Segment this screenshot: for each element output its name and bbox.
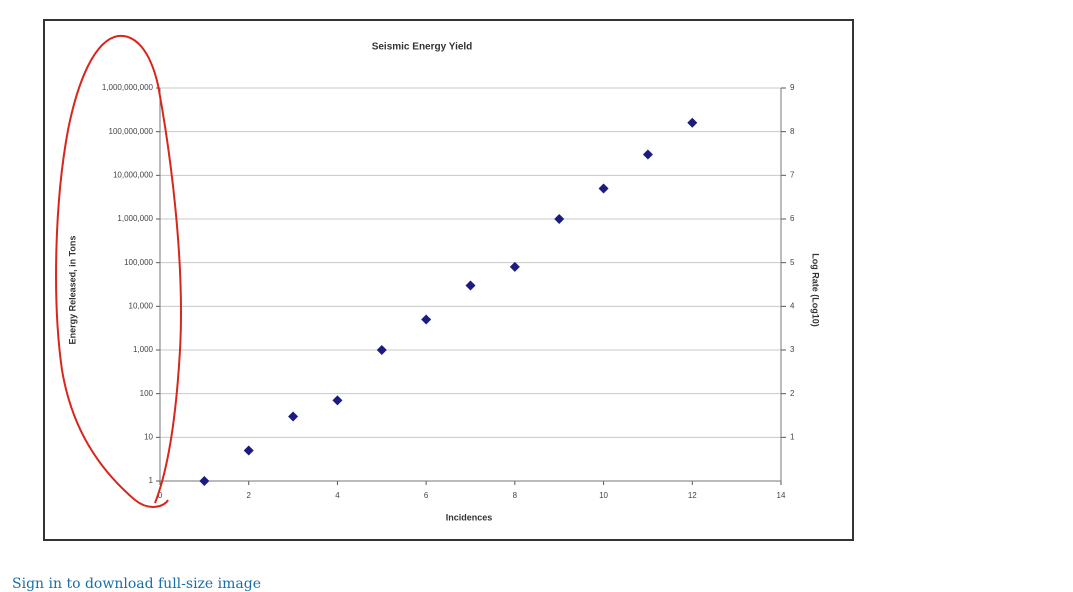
y-tick-label: 100 bbox=[140, 389, 154, 398]
point bbox=[243, 445, 254, 456]
y2-tick-label: 7 bbox=[790, 170, 795, 179]
y2-axis-title: Log Rate (Log10) bbox=[811, 253, 821, 327]
chart-frame bbox=[43, 19, 854, 541]
x-tick-label: 2 bbox=[246, 491, 251, 500]
point bbox=[376, 345, 387, 355]
x-tick-label: 4 bbox=[335, 491, 340, 500]
y2-tick-label: 2 bbox=[790, 389, 795, 398]
y-tick-label: 10,000,000 bbox=[113, 170, 154, 179]
point bbox=[288, 411, 299, 422]
point bbox=[509, 261, 520, 272]
y2-tick-label: 3 bbox=[790, 345, 795, 354]
y2-tick-label: 5 bbox=[790, 258, 795, 267]
x-tick-label: 6 bbox=[424, 491, 429, 500]
chart: Seismic Energy Yield Incidences Energy R… bbox=[43, 19, 854, 541]
point bbox=[687, 117, 698, 128]
y2-tick-label: 8 bbox=[790, 127, 795, 136]
x-tick-label: 0 bbox=[158, 491, 163, 500]
y-tick-label: 100,000 bbox=[124, 258, 153, 267]
y2-tick-label: 6 bbox=[790, 214, 795, 223]
x-tick-label: 8 bbox=[513, 491, 518, 500]
y-axis-title: Energy Released, in Tons bbox=[67, 236, 77, 345]
y-tick-label: 10,000 bbox=[129, 301, 154, 310]
y2-tick-label: 1 bbox=[790, 432, 795, 441]
x-axis-title: Incidences bbox=[446, 512, 493, 522]
plot-area: 1101001,00010,000100,0001,000,00010,000,… bbox=[102, 83, 795, 500]
x-tick-label: 12 bbox=[688, 491, 697, 500]
point bbox=[465, 280, 476, 291]
x-tick-label: 10 bbox=[599, 491, 608, 500]
annotation-circle bbox=[55, 34, 182, 508]
point bbox=[332, 395, 343, 406]
y-tick-label: 1,000,000 bbox=[117, 214, 153, 223]
point bbox=[421, 314, 432, 325]
y2-tick-label: 4 bbox=[790, 301, 795, 310]
x-tick-label: 14 bbox=[777, 491, 786, 500]
y-tick-label: 1,000 bbox=[133, 345, 154, 354]
y-tick-label: 100,000,000 bbox=[109, 127, 154, 136]
point bbox=[199, 476, 210, 486]
point bbox=[554, 214, 565, 224]
y2-tick-label: 9 bbox=[790, 83, 795, 92]
point bbox=[642, 149, 653, 160]
y-tick-label: 1,000,000,000 bbox=[102, 83, 154, 92]
y-tick-label: 1 bbox=[149, 476, 154, 485]
y-tick-label: 10 bbox=[144, 432, 153, 441]
point bbox=[598, 183, 609, 194]
chart-title: Seismic Energy Yield bbox=[372, 42, 473, 53]
download-link[interactable]: Sign in to download full-size image bbox=[12, 576, 262, 592]
